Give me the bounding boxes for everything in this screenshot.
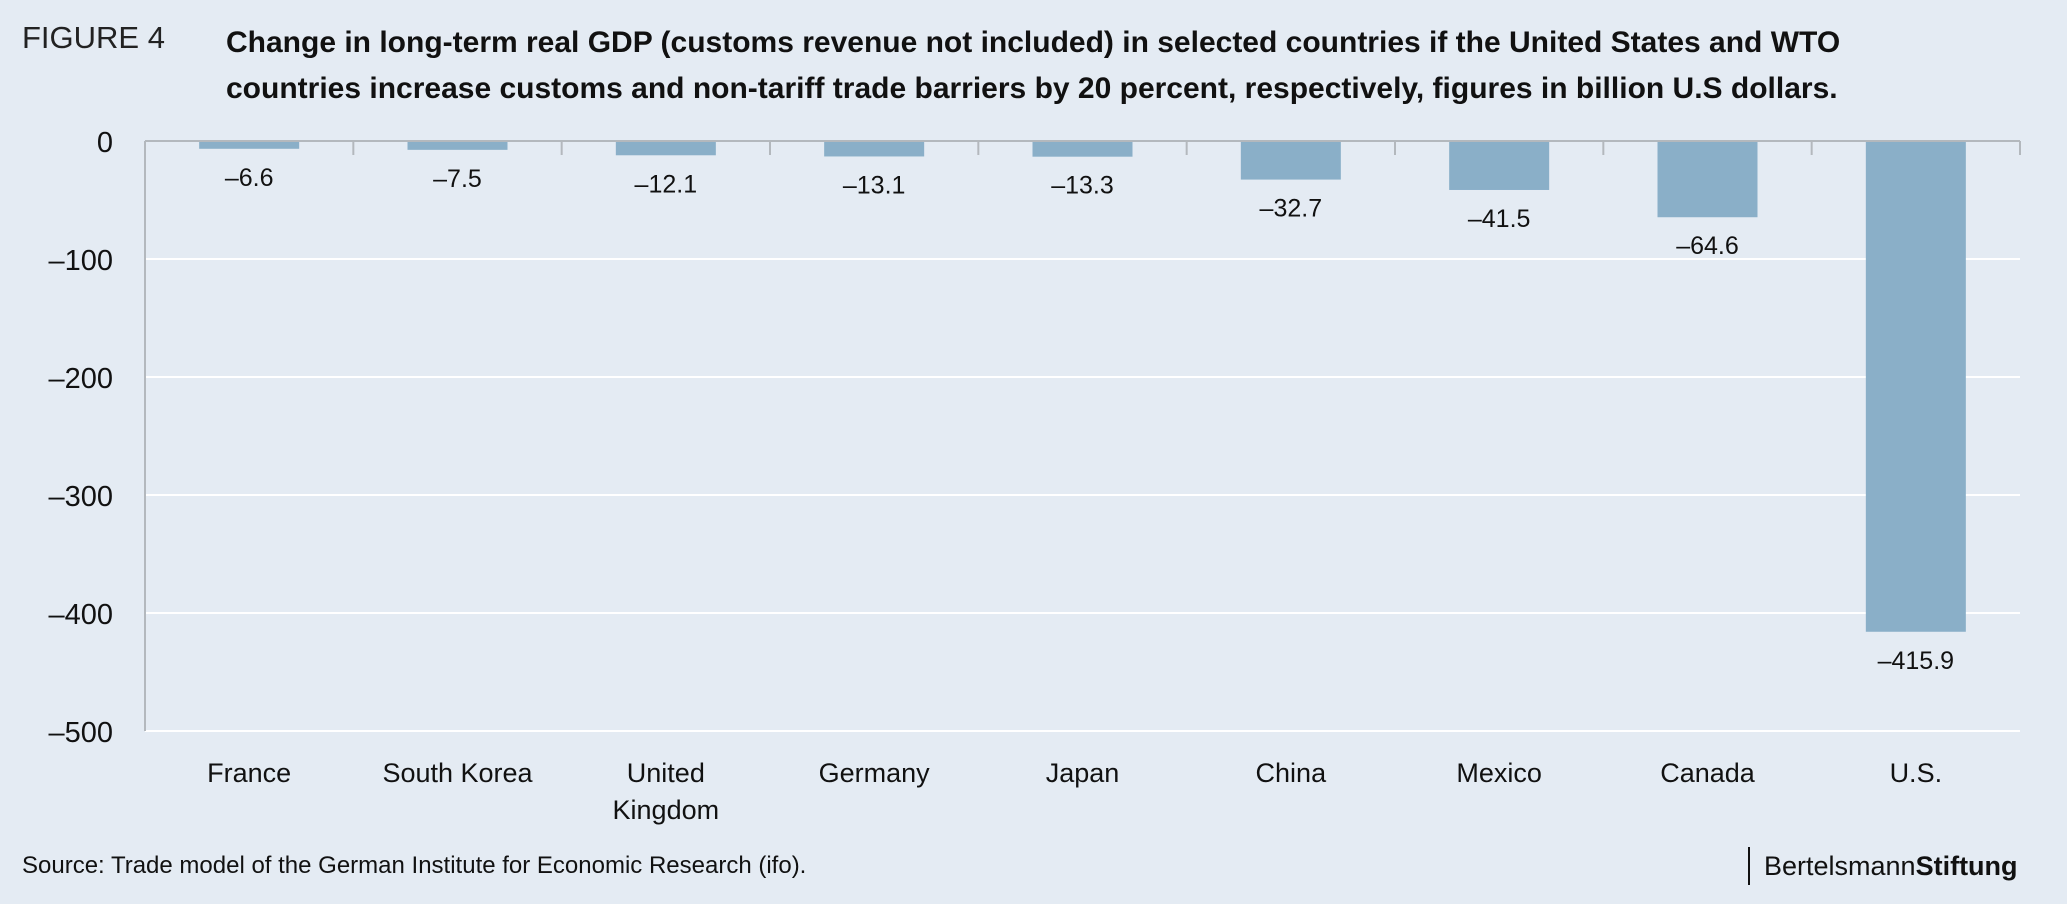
- bar: [615, 141, 716, 156]
- bertelsmann-logo: Bertelsmann Stiftung: [1748, 846, 2018, 886]
- data-label: –41.5: [1468, 205, 1531, 233]
- bar: [1865, 141, 1966, 632]
- bar: [824, 141, 925, 157]
- figure-label: FIGURE 4: [22, 20, 165, 55]
- x-tick-label: United: [627, 758, 705, 788]
- y-axis-ticks: 0 –100 –200 –300 –400 –500: [48, 127, 113, 749]
- logo-text-stiftung: Stiftung: [1915, 850, 2018, 881]
- bar: [1032, 141, 1133, 157]
- data-label: –64.6: [1676, 232, 1739, 260]
- chart-title-line-1: Change in long-term real GDP (customs re…: [226, 26, 1841, 59]
- x-axis-ticks: France South Korea United Kingdom Germany Jap…: [207, 758, 1942, 825]
- y-tick-label: –500: [48, 717, 113, 749]
- y-tick-label: –100: [48, 245, 113, 277]
- data-label: –6.6: [225, 164, 274, 192]
- data-label: –7.5: [433, 165, 482, 193]
- bar: [1657, 141, 1758, 218]
- logo-text-bertelsmann: Bertelsmann: [1764, 850, 1916, 881]
- data-label: –12.1: [635, 170, 698, 198]
- x-tick-label: Canada: [1660, 758, 1756, 788]
- chart-title-line-2: countries increase customs and non-tarif…: [226, 72, 1838, 105]
- y-tick-label: 0: [97, 127, 113, 159]
- x-tick-label: China: [1256, 758, 1328, 788]
- y-tick-label: –400: [48, 599, 113, 631]
- x-tick-label: Germany: [819, 758, 931, 788]
- data-label: –13.3: [1051, 172, 1114, 200]
- x-tick-label: France: [207, 758, 291, 788]
- axes: [144, 140, 2021, 731]
- source-note: Source: Trade model of the German Instit…: [22, 852, 807, 879]
- bar: [407, 141, 508, 150]
- data-label: –13.1: [843, 171, 906, 199]
- x-tick-label: Mexico: [1456, 758, 1542, 788]
- bar: [1240, 141, 1341, 180]
- chart-title: Change in long-term real GDP (customs re…: [226, 20, 2026, 112]
- bars: [199, 141, 1966, 632]
- logo-divider: [1748, 847, 1750, 885]
- x-tick-label: U.S.: [1890, 758, 1943, 788]
- bar: [199, 141, 300, 149]
- data-label: –415.9: [1878, 647, 1954, 675]
- data-labels: –6.6 –7.5 –12.1 –13.1 –13.3 –32.7 –41.5 –64.6 –4…: [225, 164, 1954, 675]
- x-tick-label: South Korea: [382, 758, 533, 788]
- data-label: –32.7: [1260, 195, 1323, 223]
- y-tick-label: –200: [48, 363, 113, 395]
- x-tick-label: Japan: [1046, 758, 1120, 788]
- bar: [1449, 141, 1550, 190]
- y-tick-label: –300: [48, 481, 113, 513]
- x-tick-label: Kingdom: [613, 795, 720, 825]
- gridlines: [145, 258, 2020, 732]
